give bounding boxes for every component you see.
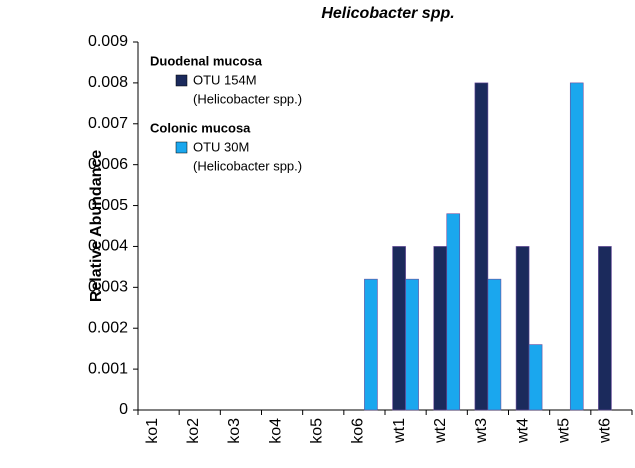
bar [569, 82, 584, 411]
bar [392, 246, 406, 411]
x-tick-label: wt3 [473, 418, 490, 444]
bar [515, 246, 530, 411]
y-tick-label: 0 [119, 401, 128, 418]
bar [433, 246, 448, 411]
legend-note: (Helicobacter spp.) [193, 91, 302, 106]
y-tick-label: 0.001 [88, 360, 128, 377]
bar [474, 82, 489, 411]
y-tick-label: 0.008 [88, 74, 128, 91]
y-axis-label: Relative Abundance [88, 150, 105, 302]
x-tick-label: wt4 [514, 418, 531, 444]
x-tick-label: ko1 [144, 418, 161, 444]
x-tick-label: ko4 [267, 418, 284, 444]
x-tick-label: ko2 [185, 418, 202, 444]
x-tick-label: ko5 [308, 418, 325, 444]
bar [598, 246, 612, 411]
x-tick-label: wt6 [597, 418, 614, 444]
bar [528, 344, 543, 411]
legend-note: (Helicobacter spp.) [193, 158, 302, 173]
y-tick-label: 0.006 [88, 156, 128, 173]
legend-swatch [175, 74, 188, 87]
y-tick-label: 0.009 [88, 33, 128, 50]
bar [446, 213, 461, 411]
x-tick-label: wt2 [432, 418, 449, 444]
y-tick-label: 0.002 [88, 319, 128, 336]
x-tick-label: ko6 [350, 418, 367, 444]
bar [364, 278, 378, 411]
y-tick-label: 0.003 [88, 279, 128, 296]
y-tick-label: 0.005 [88, 197, 128, 214]
legend-group: Duodenal mucosa [150, 53, 263, 68]
legend-swatch [175, 141, 188, 154]
chart-title: Helicobacter spp. [321, 5, 454, 22]
bar [405, 278, 419, 411]
legend-group: Colonic mucosa [150, 120, 251, 135]
bar [487, 278, 502, 411]
legend-label: OTU 154M [193, 72, 257, 87]
y-tick-label: 0.004 [88, 238, 128, 255]
y-tick-label: 0.007 [88, 115, 128, 132]
x-tick-label: wt1 [391, 418, 408, 444]
legend-label: OTU 30M [193, 139, 249, 154]
x-tick-label: ko3 [226, 418, 243, 444]
x-tick-label: wt5 [555, 418, 572, 444]
